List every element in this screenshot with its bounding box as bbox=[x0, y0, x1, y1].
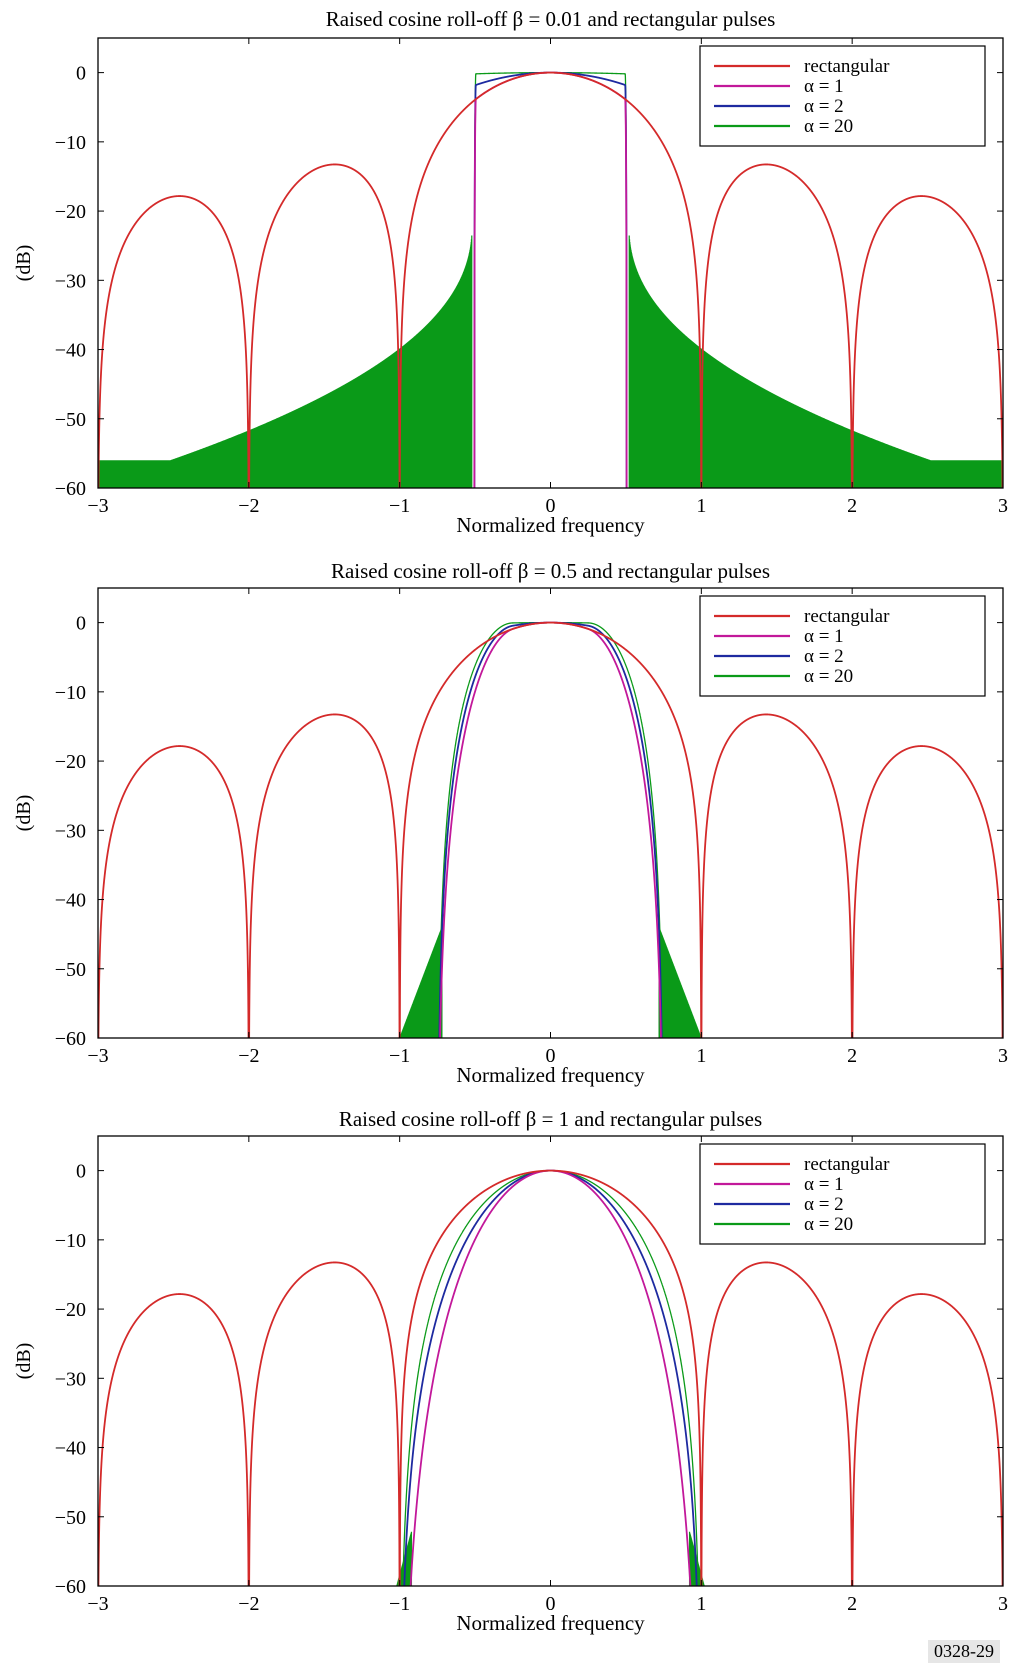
y-tick-label: −60 bbox=[55, 478, 86, 500]
chart-panel-3: Raised cosine roll-off β = 1 and rectang… bbox=[13, 1107, 1008, 1635]
series-line-rectangular bbox=[98, 621, 1003, 1038]
y-tick-label: −10 bbox=[55, 132, 86, 154]
y-tick-label: −40 bbox=[55, 340, 86, 362]
chart-title: Raised cosine roll-off β = 1 and rectang… bbox=[339, 1107, 762, 1131]
x-tick-label: 1 bbox=[696, 1593, 706, 1615]
x-tick-label: 3 bbox=[998, 1045, 1008, 1067]
y-tick-label: −60 bbox=[55, 1028, 86, 1050]
legend-box bbox=[699, 1143, 986, 1245]
y-tick-label: −20 bbox=[55, 1299, 86, 1321]
y-tick-label: −30 bbox=[55, 1368, 86, 1390]
series-alpha-20-sidelobes bbox=[98, 235, 1003, 488]
x-tick-label: −3 bbox=[87, 1045, 108, 1067]
y-tick-label: −40 bbox=[55, 890, 86, 912]
x-tick-label: 2 bbox=[847, 1045, 857, 1067]
x-tick-label: −1 bbox=[389, 1593, 410, 1615]
y-tick-label: −50 bbox=[55, 959, 86, 981]
plot-lines bbox=[98, 621, 1003, 1038]
x-axis-label: Normalized frequency bbox=[456, 1063, 645, 1087]
legend-entry: rectangular bbox=[804, 606, 890, 627]
x-tick-label: 1 bbox=[696, 1045, 706, 1067]
chart-title: Raised cosine roll-off β = 0.5 and recta… bbox=[331, 559, 770, 583]
legend-entry: α = 1 bbox=[804, 626, 844, 647]
y-axis-label: (dB) bbox=[13, 795, 35, 832]
legend-entry: α = 2 bbox=[804, 646, 844, 667]
chart-panel-2: Raised cosine roll-off β = 0.5 and recta… bbox=[13, 559, 1008, 1087]
legend-entry: rectangular bbox=[804, 56, 890, 77]
y-tick-label: −50 bbox=[55, 409, 86, 431]
legend-entry: α = 20 bbox=[804, 666, 853, 687]
x-tick-label: 1 bbox=[696, 495, 706, 517]
legend-entry: α = 1 bbox=[804, 76, 844, 97]
x-tick-label: −3 bbox=[87, 495, 108, 517]
legend-entry: α = 20 bbox=[804, 1214, 853, 1235]
x-tick-label: 3 bbox=[998, 495, 1008, 517]
y-tick-label: 0 bbox=[76, 1161, 86, 1183]
x-tick-label: −2 bbox=[238, 1593, 259, 1615]
y-tick-label: −20 bbox=[55, 751, 86, 773]
legend-entry: α = 20 bbox=[804, 116, 853, 137]
x-tick-label: 3 bbox=[998, 1593, 1008, 1615]
legend-box bbox=[699, 45, 986, 147]
legend-entry: rectangular bbox=[804, 1154, 890, 1175]
y-axis-label: (dB) bbox=[13, 1343, 35, 1380]
x-tick-label: 2 bbox=[847, 495, 857, 517]
y-tick-label: −30 bbox=[55, 820, 86, 842]
legend-entry: α = 2 bbox=[804, 1194, 844, 1215]
plot-lines bbox=[98, 71, 1003, 488]
figure-id-label: 0328-29 bbox=[928, 1640, 1000, 1663]
x-tick-label: 0 bbox=[546, 495, 556, 517]
y-tick-label: 0 bbox=[76, 613, 86, 635]
legend-entry: α = 1 bbox=[804, 1174, 844, 1195]
y-tick-label: −50 bbox=[55, 1507, 86, 1529]
chart-title: Raised cosine roll-off β = 0.01 and rect… bbox=[326, 7, 776, 31]
x-tick-label: −3 bbox=[87, 1593, 108, 1615]
x-tick-label: −1 bbox=[389, 495, 410, 517]
y-tick-label: −60 bbox=[55, 1576, 86, 1598]
series-line-rectangular bbox=[98, 1169, 1003, 1586]
x-tick-label: −1 bbox=[389, 1045, 410, 1067]
x-tick-label: 2 bbox=[847, 1593, 857, 1615]
y-tick-label: −30 bbox=[55, 270, 86, 292]
x-axis-label: Normalized frequency bbox=[456, 513, 645, 537]
legend-entry: α = 2 bbox=[804, 96, 844, 117]
y-tick-label: −10 bbox=[55, 1230, 86, 1252]
x-tick-label: 0 bbox=[546, 1593, 556, 1615]
x-tick-label: −2 bbox=[238, 495, 259, 517]
y-tick-label: −40 bbox=[55, 1438, 86, 1460]
series-line-rectangular bbox=[98, 71, 1003, 488]
x-axis-label: Normalized frequency bbox=[456, 1611, 645, 1635]
y-tick-label: 0 bbox=[76, 63, 86, 85]
y-axis-label: (dB) bbox=[13, 245, 35, 282]
y-tick-label: −20 bbox=[55, 201, 86, 223]
chart-panel-1: Raised cosine roll-off β = 0.01 and rect… bbox=[13, 7, 1008, 537]
x-tick-label: −2 bbox=[238, 1045, 259, 1067]
y-tick-label: −10 bbox=[55, 682, 86, 704]
legend-box bbox=[699, 595, 986, 697]
x-tick-label: 0 bbox=[546, 1045, 556, 1067]
plot-lines bbox=[98, 1169, 1003, 1586]
